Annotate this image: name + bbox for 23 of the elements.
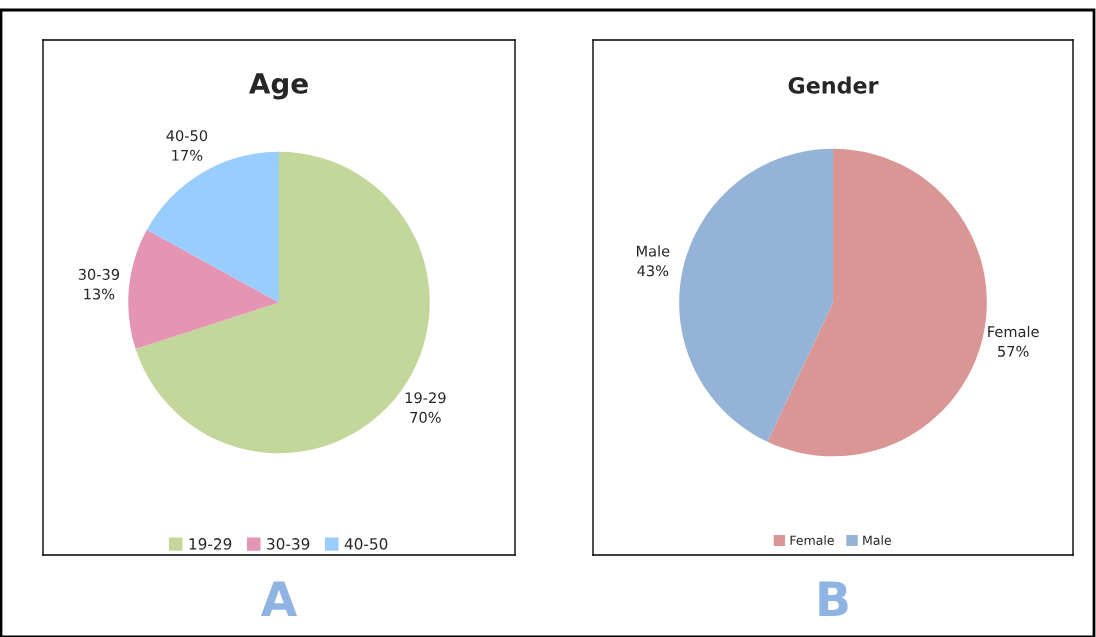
pie-slice — [146, 151, 279, 303]
slice-label: 19-29 — [405, 392, 446, 404]
pie-slice — [128, 229, 279, 350]
pie-slice — [767, 148, 987, 457]
data-label: 13% — [84, 288, 115, 300]
slice-label: Male — [636, 245, 670, 257]
data-label: 43% — [637, 265, 669, 277]
data-label: 17% — [172, 149, 203, 161]
legend-label: Female — [790, 535, 834, 546]
text: A — [260, 581, 298, 617]
chart-title: Age — [249, 73, 308, 100]
legend-label: 30-39 — [267, 538, 310, 550]
chart-title: Gender — [788, 76, 879, 94]
pie-slice — [679, 148, 833, 442]
slice-label: Female — [988, 325, 1039, 338]
slice-label: 40-50 — [166, 130, 208, 142]
legend-label: 19-29 — [189, 538, 232, 550]
data-label: 70% — [410, 411, 441, 423]
text: B — [819, 581, 848, 617]
legend-label: Male — [863, 535, 891, 546]
legend-label: 40-50 — [344, 538, 388, 550]
data-label: 57% — [998, 345, 1029, 357]
slice-label: 30-39 — [78, 268, 120, 280]
